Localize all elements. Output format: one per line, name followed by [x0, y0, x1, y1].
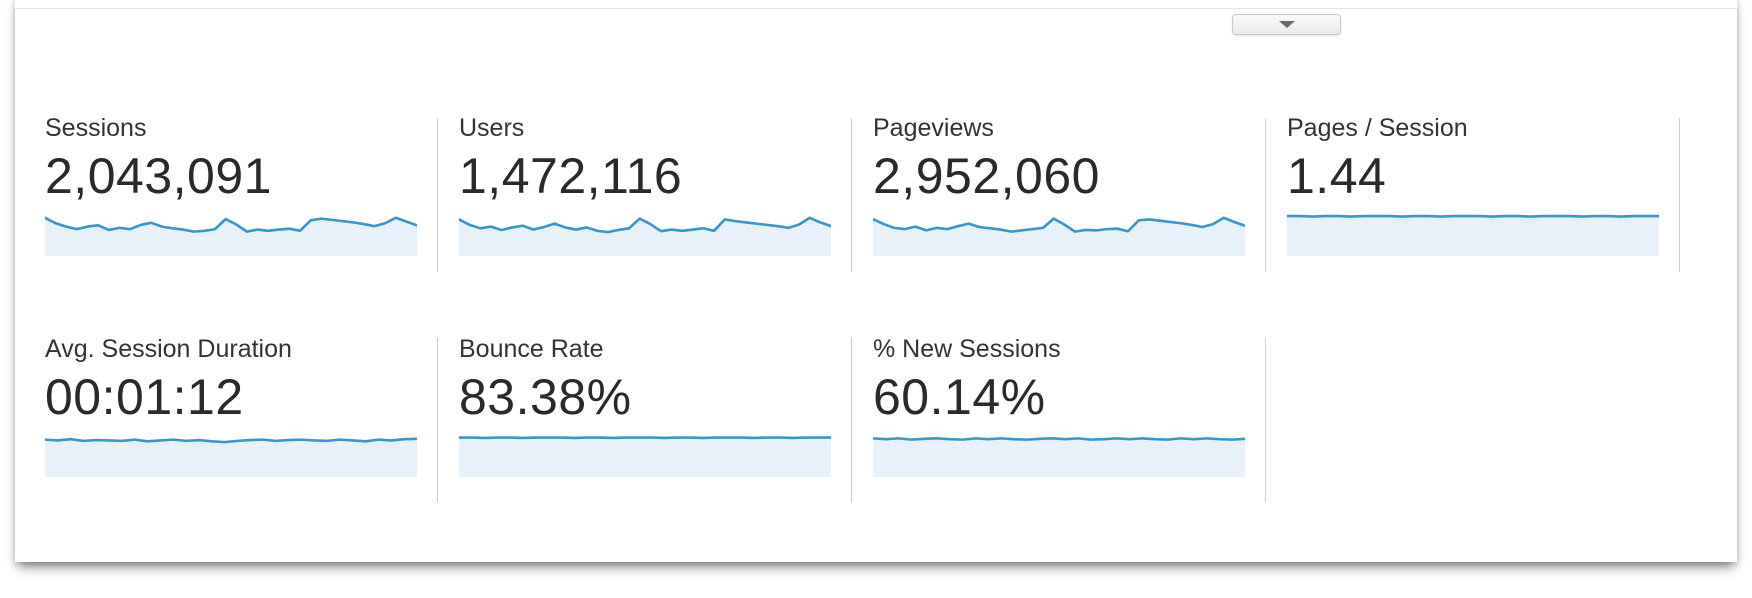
metric-card-pages-per-session[interactable]: Pages / Session 1.44 [1266, 112, 1680, 282]
metric-card-percent-new-sessions[interactable]: % New Sessions 60.14% [852, 333, 1266, 503]
metrics-row-2: Avg. Session Duration 00:01:12 Bounce Ra… [24, 333, 1680, 503]
metric-label: % New Sessions [873, 335, 1061, 363]
metric-card-users[interactable]: Users 1,472,116 [438, 112, 852, 282]
metric-value: 1.44 [1287, 148, 1387, 204]
metric-value: 00:01:12 [45, 369, 244, 425]
metric-value: 60.14% [873, 369, 1046, 425]
avg-session-duration-sparkline-chart [45, 435, 417, 477]
sessions-sparkline-chart [45, 214, 417, 256]
metric-card-pageviews[interactable]: Pageviews 2,952,060 [852, 112, 1266, 282]
metrics-panel: Sessions 2,043,091 Users 1,472,116 Pagev… [15, 0, 1737, 562]
vertical-divider [851, 337, 852, 502]
vertical-divider [1265, 337, 1266, 502]
percent-new-sessions-sparkline-chart [873, 435, 1245, 477]
metrics-row-1: Sessions 2,043,091 Users 1,472,116 Pagev… [24, 112, 1680, 282]
vertical-divider [1265, 118, 1266, 272]
collapse-panel-button[interactable] [1232, 14, 1341, 35]
vertical-divider [851, 118, 852, 272]
metric-value: 83.38% [459, 369, 632, 425]
metric-value: 1,472,116 [459, 148, 683, 204]
metric-label: Sessions [45, 114, 147, 142]
metric-card-empty-slot [1266, 333, 1680, 503]
pageviews-sparkline-chart [873, 214, 1245, 256]
metric-label: Pages / Session [1287, 114, 1468, 142]
chevron-down-icon [1278, 21, 1295, 28]
metric-label: Bounce Rate [459, 335, 604, 363]
metric-card-avg-session-duration[interactable]: Avg. Session Duration 00:01:12 [24, 333, 438, 503]
metric-value: 2,043,091 [45, 148, 272, 204]
metric-label: Pageviews [873, 114, 994, 142]
vertical-divider [437, 118, 438, 272]
metric-card-bounce-rate[interactable]: Bounce Rate 83.38% [438, 333, 852, 503]
metric-value: 2,952,060 [873, 148, 1100, 204]
vertical-divider [1679, 118, 1680, 272]
panel-top-divider [15, 8, 1737, 9]
metric-card-sessions[interactable]: Sessions 2,043,091 [24, 112, 438, 282]
users-sparkline-chart [459, 214, 831, 256]
vertical-divider [437, 337, 438, 502]
metric-label: Avg. Session Duration [45, 335, 292, 363]
pages-per-session-sparkline-chart [1287, 214, 1659, 256]
bounce-rate-sparkline-chart [459, 435, 831, 477]
metric-label: Users [459, 114, 525, 142]
